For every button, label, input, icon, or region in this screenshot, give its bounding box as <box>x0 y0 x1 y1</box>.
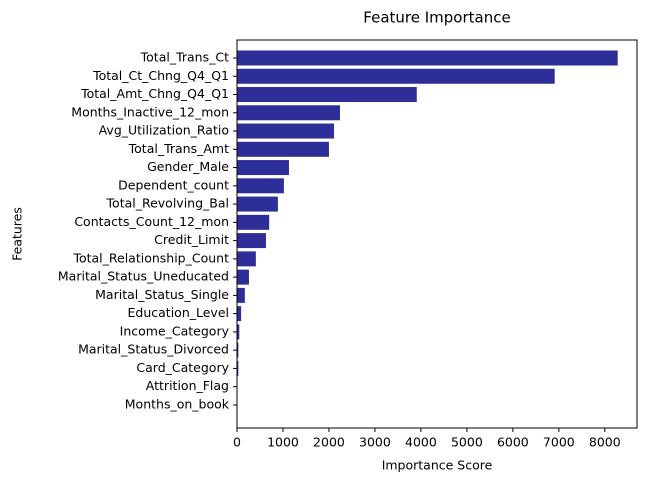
plot-frame <box>236 39 638 429</box>
y-axis-label: Features <box>10 207 25 261</box>
bar <box>237 105 340 121</box>
y-tick-label: Education_Level <box>128 305 229 320</box>
bar <box>237 360 239 376</box>
x-tick-label: 6000 <box>497 435 529 450</box>
x-tick-label: 5000 <box>451 435 483 450</box>
bar <box>237 50 618 66</box>
bar <box>237 214 270 230</box>
y-tick-label: Gender_Male <box>147 159 229 174</box>
y-tick-label: Months_Inactive_12_mon <box>71 104 229 119</box>
y-tick-label: Dependent_count <box>118 177 229 192</box>
bar <box>237 269 249 285</box>
y-tick-label: Total_Revolving_Bal <box>106 196 229 211</box>
bar <box>237 342 239 358</box>
y-tick-label: Total_Amt_Chng_Q4_Q1 <box>80 86 229 101</box>
chart-title: Feature Importance <box>363 9 510 27</box>
y-tick-label: Total_Trans_Ct <box>140 50 229 65</box>
bar <box>237 233 266 249</box>
bar <box>237 306 242 322</box>
bar <box>237 287 245 303</box>
x-tick-label: 0 <box>233 435 241 450</box>
y-tick-label: Total_Trans_Amt <box>128 141 229 156</box>
y-tick-label: Contacts_Count_12_mon <box>74 214 229 229</box>
x-tick-label: 8000 <box>589 435 621 450</box>
bar <box>237 324 240 340</box>
bar <box>237 141 329 157</box>
y-tick-label: Marital_Status_Divorced <box>78 342 229 357</box>
bar <box>237 251 256 267</box>
y-tick-label: Attrition_Flag <box>146 378 229 393</box>
y-tick-label: Months_on_book <box>125 396 230 411</box>
x-axis-label: Importance Score <box>382 458 493 473</box>
x-tick-label: 1000 <box>267 435 299 450</box>
bar <box>237 87 417 103</box>
bar <box>237 123 335 139</box>
x-tick-label: 3000 <box>359 435 391 450</box>
y-tick-label: Income_Category <box>120 323 230 338</box>
y-tick-label: Total_Relationship_Count <box>72 250 229 265</box>
x-tick-label: 4000 <box>405 435 437 450</box>
x-tick-label: 7000 <box>543 435 575 450</box>
y-tick-label: Avg_Utilization_Ratio <box>99 123 229 138</box>
y-tick-label: Marital_Status_Uneducated <box>58 269 229 284</box>
y-tick-label: Marital_Status_Single <box>95 287 229 302</box>
y-tick-label: Total_Ct_Chng_Q4_Q1 <box>92 68 229 83</box>
y-tick-label: Credit_Limit <box>154 232 229 247</box>
bar <box>237 68 555 84</box>
y-tick-label: Card_Category <box>136 360 229 375</box>
x-tick-label: 2000 <box>313 435 345 450</box>
bar <box>237 160 289 176</box>
bar <box>237 178 284 194</box>
bar <box>237 196 278 212</box>
